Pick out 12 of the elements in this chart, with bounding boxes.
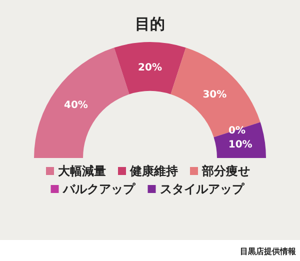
chart-title: 目的 [135,15,165,33]
legend-label: 大幅減量 [58,164,106,178]
text: 目黒店提供情報 [240,246,297,256]
data-label: 20% [138,62,162,74]
legend-label: 健康維持 [129,164,178,178]
legend-label: バルクアップ [62,182,136,196]
text: 0% [228,126,246,137]
legend-label: 部分痩せ [201,164,250,178]
data-label: 30% [202,89,227,100]
legend-label: スタイルアップ [160,182,245,196]
data-label: 10% [228,140,252,151]
data-label: 40% [64,100,88,112]
